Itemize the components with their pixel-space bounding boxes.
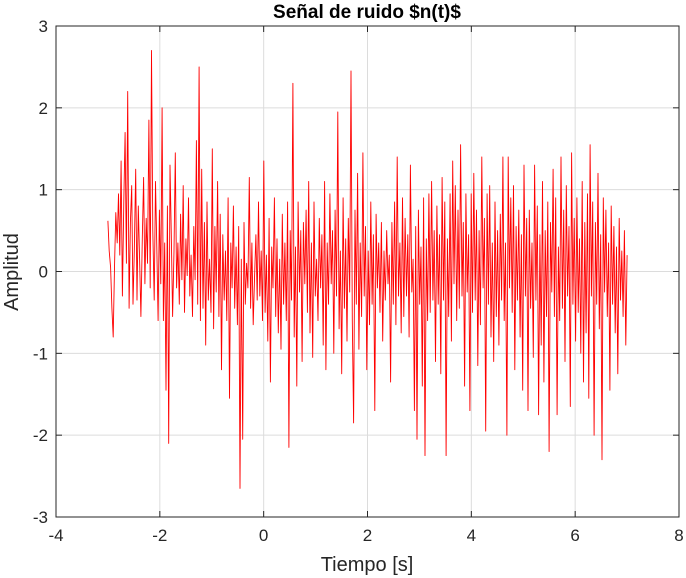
y-tick-label: 1 <box>39 181 48 200</box>
x-tick-label: 0 <box>259 526 268 545</box>
plot-area <box>107 50 628 489</box>
x-axis-title: Tiempo [s] <box>321 554 414 576</box>
axes-box <box>55 25 680 518</box>
y-tick-label: 0 <box>39 263 48 282</box>
y-tick-label: -3 <box>33 508 48 527</box>
x-tick-labels: -4 -2 0 2 4 6 8 <box>48 526 683 545</box>
x-tick-label: -4 <box>48 526 63 545</box>
x-tick-label: -2 <box>152 526 167 545</box>
x-tick-label: 8 <box>674 526 683 545</box>
y-axis-title: Amplitud <box>1 233 23 311</box>
y-tick-label: -1 <box>33 344 48 363</box>
y-tick-label: 2 <box>39 99 48 118</box>
y-tick-label: -2 <box>33 426 48 445</box>
x-tick-label: 4 <box>467 526 476 545</box>
chart-title: Señal de ruido $n(t)$ <box>273 2 461 23</box>
y-tick-labels: -3 -2 -1 0 1 2 3 <box>33 17 48 527</box>
y-tick-label: 3 <box>39 17 48 36</box>
x-tick-label: 2 <box>363 526 372 545</box>
noise-series-line <box>107 50 628 489</box>
x-tick-label: 6 <box>570 526 579 545</box>
